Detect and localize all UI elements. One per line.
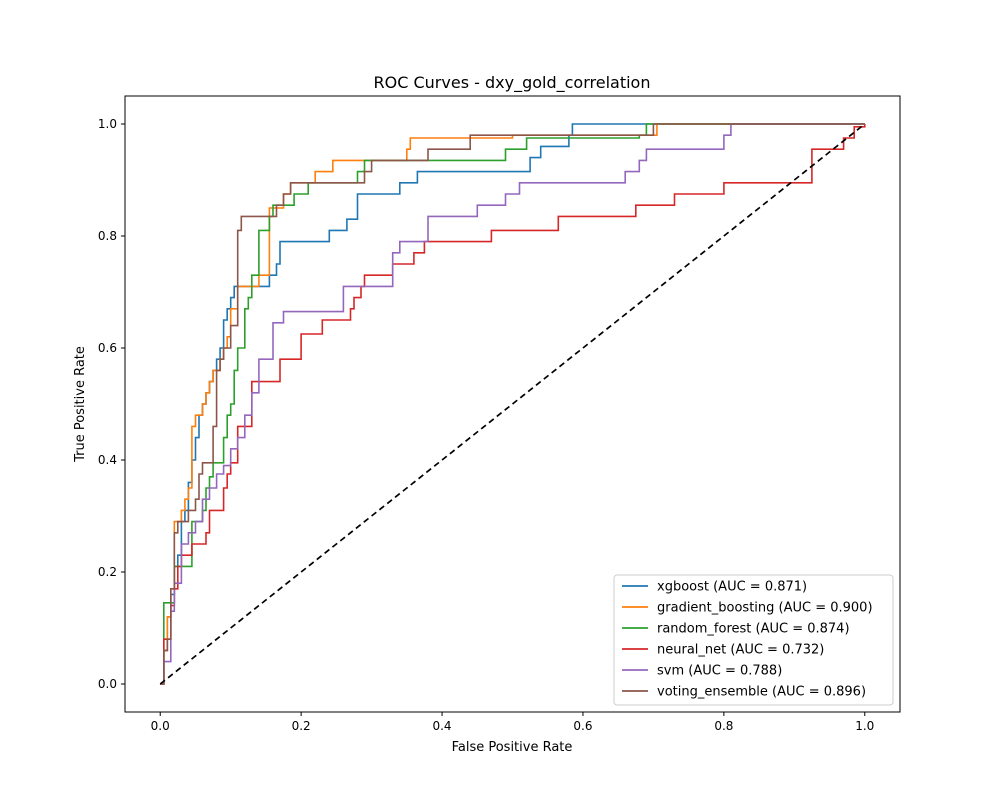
plot-area: 0.0 0.2 0.4 0.6 0.8 1.0 0.0 0.2 0.4 0.6 0.8 1.0 xyxy=(98,95,901,733)
legend-label-4: svm (AUC = 0.788) xyxy=(657,664,782,679)
y-axis-label: True Positive Rate xyxy=(73,346,88,463)
chart-title: ROC Curves - dxy_gold_correlation xyxy=(374,73,651,93)
legend-label-0: xgboost (AUC = 0.871) xyxy=(657,580,807,595)
y-tick-label: 0.4 xyxy=(98,453,117,467)
roc-curve-4 xyxy=(160,123,865,685)
y-tick-label: 0.6 xyxy=(98,341,117,355)
y-tick-label: 0.0 xyxy=(98,677,117,691)
x-axis-label: False Positive Rate xyxy=(452,740,573,755)
axis-ticks: 0.0 0.2 0.4 0.6 0.8 1.0 0.0 0.2 0.4 0.6 0.8 1.0 xyxy=(98,117,874,733)
y-tick-label: 0.8 xyxy=(98,229,117,243)
legend-label-3: neural_net (AUC = 0.732) xyxy=(657,643,824,658)
roc-curve-3 xyxy=(160,124,866,685)
roc-curve-1 xyxy=(160,123,865,685)
legend-label-5: voting_ensemble (AUC = 0.896) xyxy=(657,685,866,700)
x-tick-label: 0.6 xyxy=(573,719,592,733)
x-tick-label: 0.4 xyxy=(432,719,451,733)
legend-label-2: random_forest (AUC = 0.874) xyxy=(657,622,850,637)
axes-frame xyxy=(124,95,901,713)
x-tick-label: 0.0 xyxy=(151,719,170,733)
legend-box xyxy=(613,574,894,706)
x-tick-label: 0.2 xyxy=(292,719,311,733)
y-tick-label: 1.0 xyxy=(98,117,117,131)
roc-curve-5 xyxy=(160,123,865,685)
roc-curves xyxy=(159,123,866,685)
x-tick-label: 1.0 xyxy=(855,719,874,733)
x-tick-label: 0.8 xyxy=(714,719,733,733)
legend-label-1: gradient_boosting (AUC = 0.900) xyxy=(657,601,873,616)
legend: xgboost (AUC = 0.871) gradient_boosting (… xyxy=(613,574,894,706)
y-tick-label: 0.2 xyxy=(98,565,117,579)
